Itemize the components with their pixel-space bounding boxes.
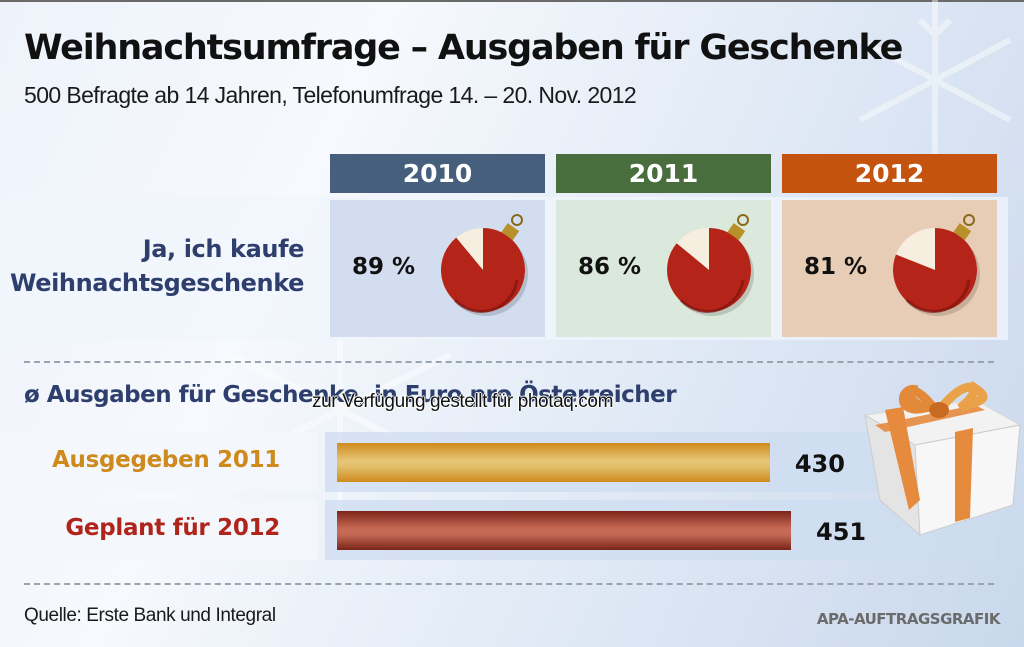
bar-label-2012: Geplant für 2012 bbox=[65, 515, 280, 541]
bar-label-2011: Ausgegeben 2011 bbox=[52, 447, 280, 473]
year-header-2012: 2012 bbox=[782, 154, 997, 193]
page-title: Weihnachtsumfrage – Ausgaben für Geschen… bbox=[24, 28, 903, 68]
footer-divider bbox=[24, 583, 994, 585]
ornament-pie-2010 bbox=[441, 214, 528, 316]
pie-slice-yes bbox=[893, 228, 977, 312]
ornament-cap bbox=[727, 223, 746, 241]
top-border bbox=[0, 0, 1024, 2]
section-title: ø Ausgaben für Geschenke, in Euro pro Ös… bbox=[24, 382, 677, 408]
ornament-loop bbox=[963, 214, 975, 226]
watermark: zur Verfügung gestellt für photaq.com bbox=[312, 391, 614, 412]
year-header-2011: 2011 bbox=[556, 154, 771, 193]
bar-row-band-left bbox=[0, 432, 318, 492]
bar-value-2011: 430 bbox=[794, 450, 845, 478]
row-label-line-1: Ja, ich kaufe bbox=[142, 235, 305, 263]
pie-slice-yes bbox=[441, 228, 525, 312]
ornament-pie-2011 bbox=[667, 214, 754, 316]
subtitle: 500 Befragte ab 14 Jahren, Telefonumfrag… bbox=[24, 82, 637, 108]
credit-label: APA-AUFTRAGSGRAFIK bbox=[816, 610, 1001, 628]
pct-label-2012: 81 % bbox=[804, 254, 868, 280]
bar-value-2012: 451 bbox=[816, 518, 867, 546]
pct-label-2010: 89 % bbox=[352, 254, 416, 280]
divider-line bbox=[24, 361, 994, 363]
ornament-highlight bbox=[679, 279, 745, 313]
ornament-highlight bbox=[453, 279, 519, 313]
row-label: Ja, ich kaufe Weihnachtsgeschenke bbox=[10, 232, 304, 300]
ornament-pie-2012 bbox=[893, 214, 980, 316]
ornament-highlight bbox=[905, 279, 971, 313]
year-header-2010: 2010 bbox=[330, 154, 545, 193]
pie-slice-yes bbox=[667, 228, 751, 312]
bar-2012 bbox=[337, 511, 791, 550]
bar-row-band-left bbox=[0, 500, 318, 560]
snowflake-icon bbox=[858, 0, 1012, 160]
pct-label-2011: 86 % bbox=[578, 254, 642, 280]
ornament-cap bbox=[501, 223, 520, 241]
ornament-loop bbox=[737, 214, 749, 226]
bar-2011 bbox=[337, 443, 770, 482]
gift-box-icon bbox=[863, 381, 1022, 537]
row-label-line-2: Weihnachtsgeschenke bbox=[10, 269, 304, 297]
ornament-cap bbox=[953, 223, 972, 241]
ornament-loop bbox=[511, 214, 523, 226]
source-note: Quelle: Erste Bank und Integral bbox=[24, 605, 276, 626]
